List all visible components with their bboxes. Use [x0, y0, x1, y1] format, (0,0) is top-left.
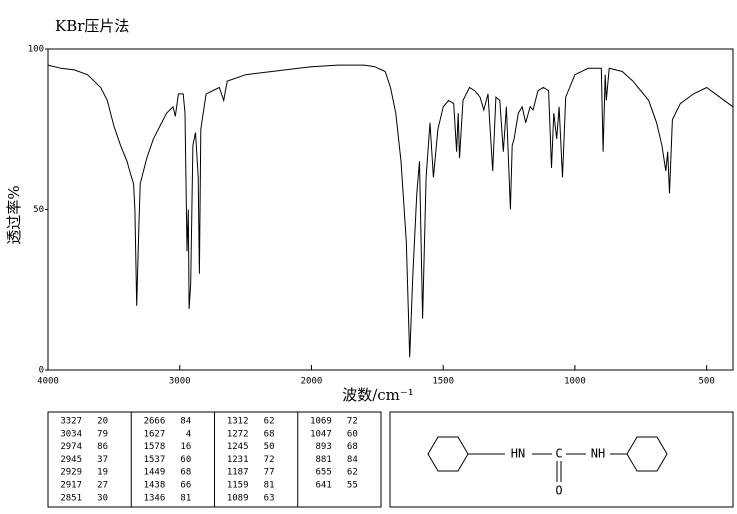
peak-wavenumber: 2945 — [60, 455, 82, 465]
peak-transmittance: 68 — [180, 468, 191, 478]
peak-transmittance: 4 — [186, 429, 191, 439]
peak-transmittance: 81 — [180, 493, 191, 503]
atom-label: HN — [511, 447, 525, 461]
peak-wavenumber: 2666 — [144, 417, 166, 427]
peak-wavenumber: 1187 — [227, 468, 249, 478]
peak-wavenumber: 1346 — [144, 493, 166, 503]
peak-wavenumber: 2917 — [60, 481, 82, 491]
spectrum-line — [47, 64, 734, 358]
x-axis-label: 波数/cm⁻¹ — [342, 386, 414, 404]
peak-transmittance: 63 — [264, 493, 275, 503]
y-axis-label: 透过率% — [5, 185, 23, 244]
peak-transmittance: 84 — [347, 455, 358, 465]
peak-wavenumber: 2974 — [60, 442, 82, 452]
peak-wavenumber: 1627 — [144, 429, 166, 439]
peak-transmittance: 16 — [180, 442, 191, 452]
peak-transmittance: 37 — [97, 455, 108, 465]
peak-wavenumber: 655 — [315, 468, 331, 478]
atom-label: C — [555, 447, 562, 461]
peak-transmittance: 60 — [347, 429, 358, 439]
peak-transmittance: 84 — [180, 417, 191, 427]
x-tick-label: 3000 — [169, 377, 191, 387]
x-tick-label: 4000 — [37, 377, 59, 387]
peak-transmittance: 30 — [97, 493, 108, 503]
x-tick-label: 1000 — [564, 377, 586, 387]
structure-frame — [389, 411, 734, 508]
peak-transmittance: 27 — [97, 481, 108, 491]
x-tick-label: 500 — [699, 377, 715, 387]
peak-transmittance: 20 — [97, 417, 108, 427]
peak-wavenumber: 1272 — [227, 429, 249, 439]
peak-wavenumber: 881 — [315, 455, 331, 465]
peak-wavenumber: 2929 — [60, 468, 82, 478]
peak-transmittance: 77 — [264, 468, 275, 478]
y-tick-label: 0 — [39, 366, 44, 376]
peak-wavenumber: 3034 — [60, 429, 82, 439]
peak-wavenumber: 1231 — [227, 455, 249, 465]
peak-transmittance: 19 — [97, 468, 108, 478]
peak-wavenumber: 2851 — [60, 493, 82, 503]
peak-wavenumber: 893 — [315, 442, 331, 452]
peak-wavenumber: 1245 — [227, 442, 249, 452]
peak-transmittance: 60 — [180, 455, 191, 465]
peak-transmittance: 68 — [347, 442, 358, 452]
peak-wavenumber: 1578 — [144, 442, 166, 452]
peak-transmittance: 72 — [347, 417, 358, 427]
peak-transmittance: 62 — [347, 468, 358, 478]
peak-wavenumber: 1449 — [144, 468, 166, 478]
plot-frame — [47, 48, 734, 371]
y-tick-label: 50 — [33, 205, 44, 215]
x-tick-label: 1500 — [432, 377, 454, 387]
peak-wavenumber: 1089 — [227, 493, 249, 503]
peak-wavenumber: 1312 — [227, 417, 249, 427]
structure-labels: HN C NH O — [511, 447, 605, 498]
peak-wavenumber: 1069 — [310, 417, 332, 427]
peak-transmittance: 79 — [97, 429, 108, 439]
peak-wavenumber: 641 — [315, 481, 331, 491]
peak-transmittance: 66 — [180, 481, 191, 491]
peak-wavenumber: 1159 — [227, 481, 249, 491]
atom-label: O — [555, 484, 562, 498]
peak-transmittance: 68 — [264, 429, 275, 439]
peak-transmittance: 50 — [264, 442, 275, 452]
y-tick-label: 100 — [28, 45, 44, 55]
peak-transmittance: 81 — [264, 481, 275, 491]
peak-transmittance: 55 — [347, 481, 358, 491]
peak-wavenumber: 1537 — [144, 455, 166, 465]
peak-wavenumber: 3327 — [60, 417, 82, 427]
peak-transmittance: 86 — [97, 442, 108, 452]
structure-drawing — [427, 436, 668, 482]
peak-wavenumber: 1047 — [310, 429, 332, 439]
peak-transmittance: 62 — [264, 417, 275, 427]
atom-label: NH — [591, 447, 605, 461]
peak-wavenumber: 1438 — [144, 481, 166, 491]
x-tick-label: 2000 — [301, 377, 323, 387]
chart-title: KBr压片法 — [55, 17, 129, 35]
peak-transmittance: 72 — [264, 455, 275, 465]
